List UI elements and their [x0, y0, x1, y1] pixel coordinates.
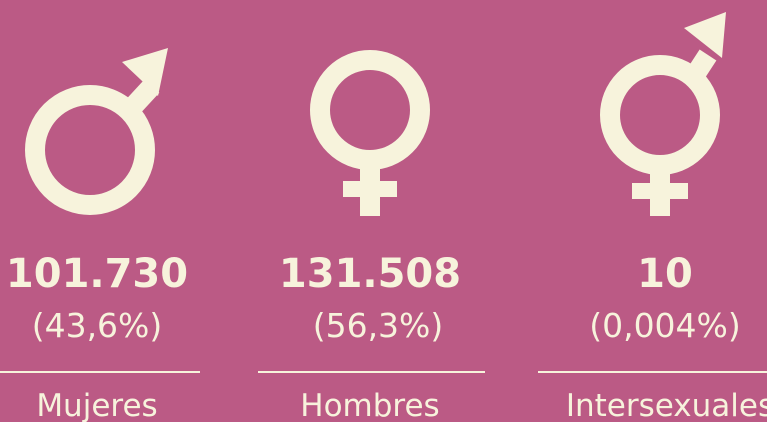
label: Hombres [300, 388, 439, 422]
count: 10 [637, 251, 693, 297]
percent: (0,004%) [589, 306, 741, 345]
percent: (56,3%) [313, 306, 444, 345]
male-icon [25, 48, 168, 215]
female-icon [310, 50, 430, 216]
percent: (43,6%) [32, 306, 163, 345]
label: Intersexuales [566, 388, 767, 422]
label: Mujeres [36, 388, 157, 422]
count: 131.508 [279, 251, 461, 297]
count: 101.730 [6, 251, 188, 297]
intersex-icon [600, 12, 726, 216]
